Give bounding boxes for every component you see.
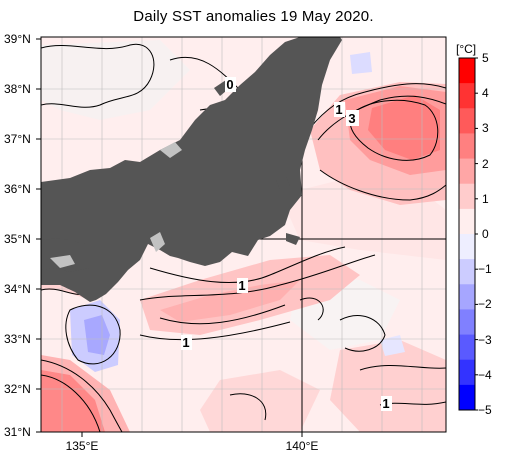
lat-label-31: 31°N <box>4 425 31 439</box>
colorbar-cell <box>459 183 475 210</box>
lat-label-33: 33°N <box>4 332 31 346</box>
colorbar-cell <box>459 334 475 361</box>
colorbar-tick-1: 1 <box>482 192 489 206</box>
lat-label-34: 34°N <box>4 282 31 296</box>
colorbar-cell <box>459 309 475 336</box>
lat-label-35: 35°N <box>4 232 31 246</box>
colorbar-unit: [°C] <box>456 42 476 56</box>
lon-label-135: 135°E <box>66 439 99 453</box>
colorbar-cell <box>459 259 475 285</box>
lat-label-39: 39°N <box>4 32 31 46</box>
colorbar-tick-m3: −3 <box>478 333 492 347</box>
colorbar-cell <box>459 234 475 260</box>
colorbar-cell <box>459 83 475 109</box>
colorbar-cell <box>459 133 475 160</box>
colorbar-cell <box>459 108 475 134</box>
colorbar-cell <box>459 208 475 235</box>
colorbar-tick-4: 4 <box>482 86 489 100</box>
colorbar-tick-m4: −4 <box>478 368 492 382</box>
contour-label-1-center: 1 <box>182 335 189 350</box>
colorbar-tick-0: 0 <box>482 227 489 241</box>
colorbar-cell <box>459 359 475 386</box>
colorbar-cell <box>459 384 475 411</box>
lat-label-32: 32°N <box>4 382 31 396</box>
land <box>41 37 342 302</box>
contour-label-3: 3 <box>348 111 355 126</box>
colorbar-cell <box>459 58 475 84</box>
contour-label-1-north: 1 <box>335 102 342 117</box>
colorbar: [°C] 5 4 3 2 1 0 −1 −2 −3 −4 −5 <box>456 42 492 417</box>
lat-label-36: 36°N <box>4 182 31 196</box>
lat-label-37: 37°N <box>4 132 31 146</box>
colorbar-tick-m5: −5 <box>478 403 492 417</box>
colorbar-cell <box>459 284 475 310</box>
colorbar-tick-m2: −2 <box>478 297 492 311</box>
map-title: Daily SST anomalies 19 May 2020. <box>133 8 374 25</box>
contour-label-0: 0 <box>226 77 233 92</box>
colorbar-tick-2: 2 <box>482 157 489 171</box>
colorbar-cell <box>459 158 475 185</box>
colorbar-cells <box>459 58 475 411</box>
map-frame <box>40 36 447 433</box>
lat-label-38: 38°N <box>4 82 31 96</box>
colorbar-tick-3: 3 <box>482 121 489 135</box>
colorbar-tick-5: 5 <box>482 51 489 65</box>
colorbar-tick-m1: −1 <box>478 262 492 276</box>
axis-ticks <box>36 38 303 437</box>
contour-labels: 0 1 3 1 1 1 <box>181 77 392 411</box>
contour-label-1-east: 1 <box>238 278 245 293</box>
sst-anomaly-field <box>41 37 446 432</box>
contour-label-1-south: 1 <box>382 396 389 411</box>
lake-biwa <box>50 142 182 268</box>
lon-label-140: 140°E <box>286 439 319 453</box>
